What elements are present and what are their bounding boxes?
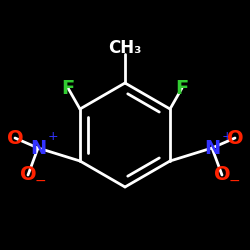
Text: O: O xyxy=(20,166,36,184)
Text: N: N xyxy=(30,138,46,158)
Text: O: O xyxy=(214,166,230,184)
Text: CH₃: CH₃ xyxy=(108,39,142,57)
Text: +: + xyxy=(48,130,58,143)
Text: −: − xyxy=(34,174,46,188)
Text: O: O xyxy=(227,128,243,148)
Text: N: N xyxy=(204,138,220,158)
Text: F: F xyxy=(176,78,189,98)
Text: +: + xyxy=(222,130,232,143)
Text: F: F xyxy=(62,78,74,98)
Text: O: O xyxy=(7,128,23,148)
Text: −: − xyxy=(228,174,240,188)
